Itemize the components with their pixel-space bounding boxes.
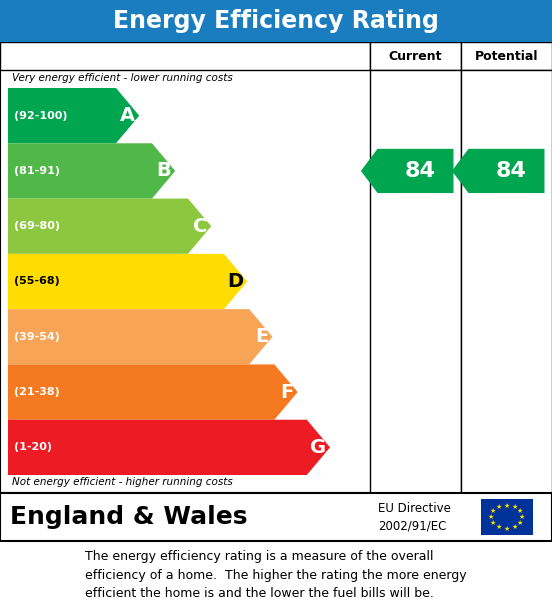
Text: Energy Efficiency Rating: Energy Efficiency Rating xyxy=(113,9,439,33)
Text: (55-68): (55-68) xyxy=(14,276,60,286)
Text: (1-20): (1-20) xyxy=(14,443,52,452)
Text: C: C xyxy=(193,217,207,236)
Text: ★: ★ xyxy=(490,520,496,526)
Bar xyxy=(370,70,461,493)
Text: 84: 84 xyxy=(495,161,526,181)
Text: (39-54): (39-54) xyxy=(14,332,60,342)
Text: ★: ★ xyxy=(519,514,525,520)
Text: F: F xyxy=(280,383,294,402)
Text: ★: ★ xyxy=(511,504,517,510)
Bar xyxy=(370,42,461,70)
Text: ★: ★ xyxy=(496,504,502,510)
Polygon shape xyxy=(8,420,330,475)
Text: (81-91): (81-91) xyxy=(14,166,60,176)
Text: ★: ★ xyxy=(517,520,523,526)
Text: ★: ★ xyxy=(496,524,502,530)
Polygon shape xyxy=(8,254,247,309)
Text: D: D xyxy=(227,272,243,291)
Polygon shape xyxy=(361,149,454,193)
Text: (21-38): (21-38) xyxy=(14,387,60,397)
Text: (92-100): (92-100) xyxy=(14,110,67,121)
Polygon shape xyxy=(452,149,544,193)
Text: Not energy efficient - higher running costs: Not energy efficient - higher running co… xyxy=(12,477,233,487)
Text: ★: ★ xyxy=(503,525,509,531)
Text: ★: ★ xyxy=(511,524,517,530)
Text: ★: ★ xyxy=(488,514,494,520)
Bar xyxy=(461,70,552,493)
Text: (69-80): (69-80) xyxy=(14,221,60,231)
Text: Current: Current xyxy=(389,50,442,63)
Bar xyxy=(461,42,552,70)
Text: A: A xyxy=(120,106,135,125)
Bar xyxy=(0,0,552,42)
Polygon shape xyxy=(8,199,211,254)
Text: ★: ★ xyxy=(490,508,496,514)
Bar xyxy=(0,42,552,493)
Polygon shape xyxy=(8,309,273,365)
Text: Very energy efficient - lower running costs: Very energy efficient - lower running co… xyxy=(12,73,233,83)
Text: EU Directive
2002/91/EC: EU Directive 2002/91/EC xyxy=(378,501,451,533)
Text: ★: ★ xyxy=(517,508,523,514)
Bar xyxy=(0,493,552,541)
Text: E: E xyxy=(255,327,268,346)
Text: G: G xyxy=(310,438,326,457)
Bar xyxy=(480,499,533,535)
Polygon shape xyxy=(8,143,175,199)
Text: ★: ★ xyxy=(503,503,509,508)
Text: The energy efficiency rating is a measure of the overall
efficiency of a home.  : The energy efficiency rating is a measur… xyxy=(85,550,467,600)
Text: 84: 84 xyxy=(404,161,435,181)
Text: England & Wales: England & Wales xyxy=(10,505,247,529)
Bar xyxy=(0,42,370,70)
Polygon shape xyxy=(8,365,298,420)
Polygon shape xyxy=(8,88,139,143)
Text: Potential: Potential xyxy=(475,50,538,63)
Text: B: B xyxy=(156,161,171,180)
